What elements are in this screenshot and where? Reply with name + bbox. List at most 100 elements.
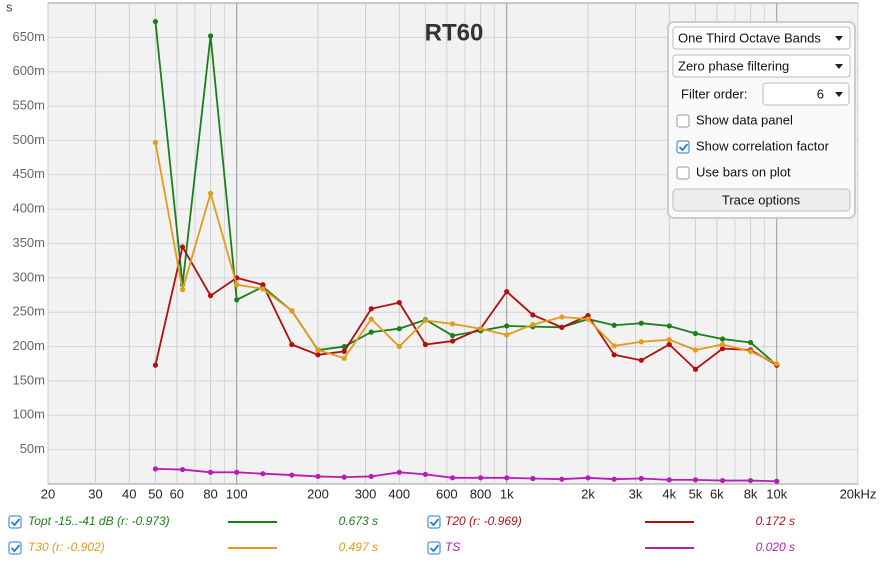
data-point [152, 139, 159, 146]
data-point [179, 244, 186, 250]
data-point [368, 473, 374, 480]
data-point [234, 469, 240, 475]
data-point [504, 475, 510, 481]
x-tick-label: 10k [766, 486, 787, 501]
y-tick-label: 600m [12, 63, 45, 78]
legend-value: 0.497 s [339, 540, 378, 554]
x-tick-label: 80 [203, 486, 217, 501]
data-point [152, 18, 159, 25]
x-tick-label: 60 [170, 486, 184, 501]
filter-dropdown[interactable] [672, 54, 851, 78]
legend-checkbox[interactable] [427, 515, 441, 529]
checkmark [10, 518, 21, 527]
legend-checkbox[interactable] [8, 541, 22, 555]
data-point [179, 286, 186, 293]
data-point [747, 348, 754, 354]
x-tick-label: 6k [710, 486, 724, 501]
data-point [530, 475, 536, 482]
data-point [152, 362, 159, 368]
data-point [666, 477, 672, 483]
data-point [585, 316, 591, 322]
data-point [368, 316, 374, 322]
option-label: Show correlation factor [696, 138, 830, 153]
data-point [260, 282, 266, 288]
data-point [611, 343, 617, 349]
data-point [289, 341, 295, 348]
x-tick-label: 100 [226, 486, 248, 501]
data-point [774, 361, 780, 367]
data-point [719, 477, 726, 484]
y-tick-label: 500m [12, 132, 45, 147]
series-line [155, 467, 777, 483]
data-point [666, 341, 672, 348]
y-tick-label: 250m [12, 304, 45, 319]
y-tick-label: 100m [12, 407, 45, 422]
data-point [422, 341, 429, 348]
legend-checkbox[interactable] [427, 541, 441, 555]
data-point [396, 326, 402, 332]
y-tick-label: 450m [12, 166, 45, 181]
option-label: Use bars on plot [696, 164, 791, 179]
x-tick-label: 800 [470, 486, 492, 501]
data-point [289, 472, 295, 478]
legend-label: Topt -15..-41 dB (r: -0.973) [28, 514, 170, 528]
x-tick-label: 40 [122, 486, 136, 501]
data-point [396, 343, 402, 350]
legend-value: 0.020 s [756, 540, 795, 554]
x-tick-label: 3k [629, 486, 643, 501]
x-tick-label: 30 [88, 486, 102, 501]
data-point [666, 323, 672, 329]
filter-order-spinner[interactable] [762, 82, 850, 106]
series-line [154, 142, 778, 365]
data-point [692, 366, 699, 372]
dropdown-arrow [835, 64, 843, 69]
x-tick-label: 2k [581, 486, 595, 501]
button-label: Trace options [722, 192, 801, 207]
y-tick-label: 400m [12, 201, 45, 216]
data-point [341, 474, 347, 480]
filter-order: 6 [817, 86, 824, 101]
x-tick-label: 50 [148, 486, 162, 501]
data-point [152, 466, 159, 472]
data-point [692, 330, 699, 337]
legend-value: 0.172 s [756, 514, 795, 528]
x-tick-label: 8k [744, 486, 758, 501]
chart-title: RT60 [425, 19, 484, 46]
data-point [504, 323, 510, 329]
data-point [559, 314, 565, 320]
data-point [692, 477, 699, 483]
data-point [719, 346, 726, 352]
trace-options-button[interactable] [672, 188, 851, 212]
checkmark [678, 143, 689, 152]
y-tick-label: 550m [12, 98, 45, 113]
option-checkbox[interactable] [676, 114, 690, 128]
data-point [719, 336, 726, 342]
data-point [774, 478, 780, 484]
x-tick-label: 20kHz [840, 486, 877, 501]
filter-order-label: Filter order: [681, 86, 747, 101]
y-tick-label: 50m [20, 441, 45, 456]
data-point [315, 347, 321, 353]
data-point [422, 471, 429, 477]
data-point [477, 475, 484, 481]
data-point [477, 326, 484, 332]
dropdown-arrow [835, 36, 843, 41]
option-checkbox[interactable] [676, 140, 690, 154]
option-label: Show data panel [696, 112, 793, 127]
data-point [747, 339, 754, 346]
data-point [530, 321, 536, 328]
band-dropdown[interactable] [672, 26, 851, 50]
checkmark [429, 544, 440, 553]
y-tick-label: 350m [12, 235, 45, 250]
data-point [368, 329, 374, 335]
legend-value: 0.673 s [339, 514, 378, 528]
y-tick-label: 150m [12, 372, 45, 387]
data-point [396, 299, 402, 306]
series-line [154, 244, 778, 371]
legend-checkbox[interactable] [8, 515, 22, 529]
x-tick-label: 600 [436, 486, 458, 501]
y-tick-label: 650m [12, 29, 45, 44]
option-checkbox[interactable] [676, 166, 690, 180]
data-point [289, 308, 295, 314]
